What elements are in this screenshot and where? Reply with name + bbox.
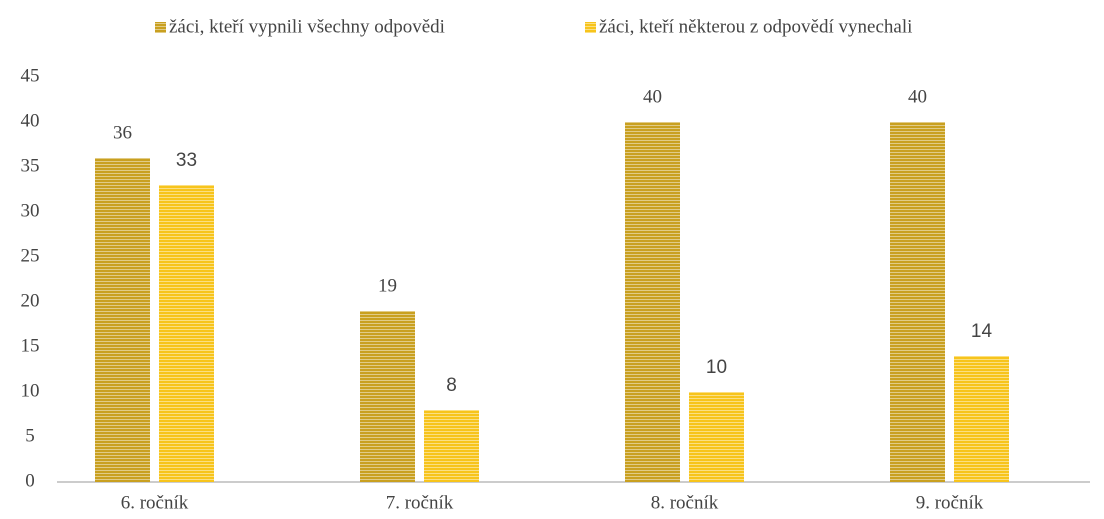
y-tick-label: 0	[25, 470, 35, 491]
y-tick-label: 15	[21, 335, 40, 356]
legend-swatch	[155, 22, 166, 33]
x-tick-label: 8. ročník	[651, 492, 719, 513]
value-label: 36	[113, 122, 132, 143]
value-label: 10	[706, 357, 727, 378]
bar	[424, 410, 479, 482]
bar	[159, 185, 214, 482]
legend-label: žáci, kteří vypnili všechny odpovědi	[169, 16, 445, 37]
y-tick-label: 25	[21, 245, 40, 266]
legend-swatch	[585, 22, 596, 33]
legend-label: žáci, kteří některou z odpovědí vynechal…	[599, 16, 912, 37]
bar	[890, 122, 945, 482]
value-label: 19	[378, 275, 397, 296]
value-label: 40	[643, 86, 662, 107]
bar	[95, 158, 150, 482]
value-label: 8	[446, 375, 457, 396]
value-label: 14	[971, 321, 993, 342]
y-tick-label: 35	[21, 155, 40, 176]
bar	[625, 122, 680, 482]
bar	[360, 311, 415, 482]
value-label: 33	[176, 150, 197, 171]
bar	[954, 356, 1009, 482]
value-label: 40	[908, 86, 927, 107]
y-tick-label: 30	[21, 200, 40, 221]
x-tick-label: 6. ročník	[121, 492, 189, 513]
bar	[689, 392, 744, 482]
legend: žáci, kteří vypnili všechny odpovědi žáci…	[155, 16, 912, 37]
y-tick-label: 20	[21, 290, 40, 311]
y-tick-label: 40	[21, 110, 40, 131]
x-tick-label: 7. ročník	[386, 492, 454, 513]
x-tick-label: 9. ročník	[916, 492, 984, 513]
y-tick-label: 10	[21, 380, 40, 401]
y-tick-label: 45	[21, 65, 40, 86]
y-tick-label: 5	[25, 425, 35, 446]
